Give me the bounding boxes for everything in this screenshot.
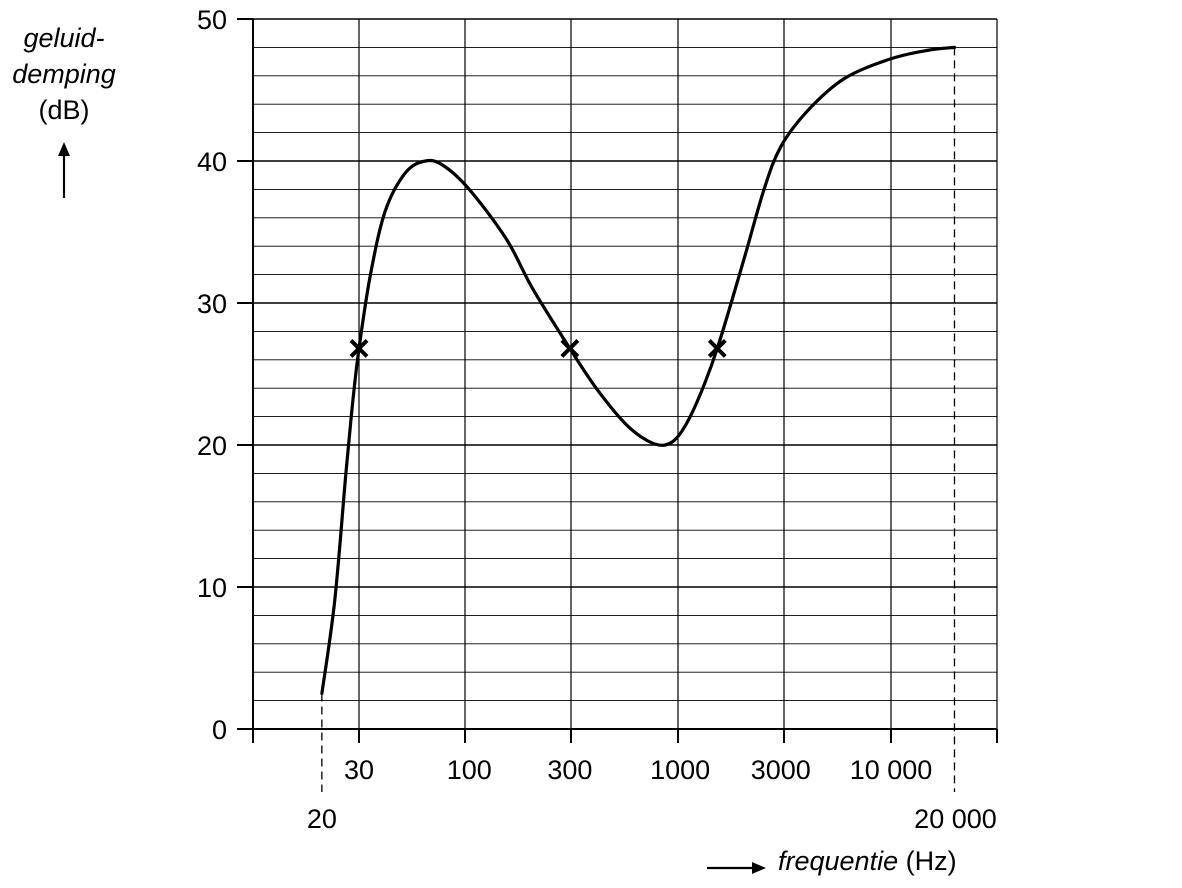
y-tick-label: 10 bbox=[197, 573, 227, 603]
x-tick-label: 300 bbox=[547, 755, 592, 785]
x-tick-label: 30 bbox=[344, 755, 374, 785]
x-marker-stroke bbox=[707, 339, 727, 358]
x-tick-label: 1000 bbox=[650, 755, 710, 785]
marked-x-label: 20 bbox=[307, 804, 337, 834]
x-tick-label: 100 bbox=[447, 755, 492, 785]
series-line bbox=[320, 45, 957, 696]
x-axis-label: frequentie (Hz) bbox=[778, 846, 957, 877]
y-axis-unit: (dB) bbox=[38, 95, 90, 125]
y-arrow-head bbox=[58, 142, 70, 156]
y-tick-label: 30 bbox=[197, 289, 227, 319]
x-marker-stroke bbox=[560, 339, 580, 358]
y-axis-label-line2: demping bbox=[12, 59, 116, 89]
y-tick-label: 50 bbox=[197, 5, 227, 35]
x-marker-stroke bbox=[349, 339, 369, 358]
y-tick-label: 20 bbox=[197, 431, 227, 461]
axes bbox=[252, 19, 997, 730]
x-tick-label: 10 000 bbox=[850, 755, 933, 785]
y-axis-label-line1: geluid- bbox=[23, 23, 105, 53]
x-axis-unit: (Hz) bbox=[905, 846, 957, 876]
tick-marks bbox=[237, 18, 998, 792]
x-tick-label: 3000 bbox=[751, 755, 811, 785]
x-marker bbox=[707, 339, 727, 358]
x-marker bbox=[349, 339, 369, 358]
y-tick-label: 0 bbox=[212, 715, 227, 745]
y-axis-arrow bbox=[58, 142, 70, 198]
x-marker bbox=[560, 339, 580, 358]
x-axis-label-text: frequentie bbox=[778, 846, 899, 876]
y-tick-label: 40 bbox=[197, 147, 227, 177]
data-markers bbox=[349, 339, 727, 358]
x-arrow-head bbox=[752, 862, 766, 874]
y-axis-label: geluid- demping (dB) bbox=[0, 20, 128, 128]
marked-x-label: 20 000 bbox=[914, 804, 997, 834]
data-series bbox=[320, 45, 957, 696]
x-axis-arrow bbox=[707, 862, 766, 874]
grid-lines bbox=[253, 18, 998, 730]
